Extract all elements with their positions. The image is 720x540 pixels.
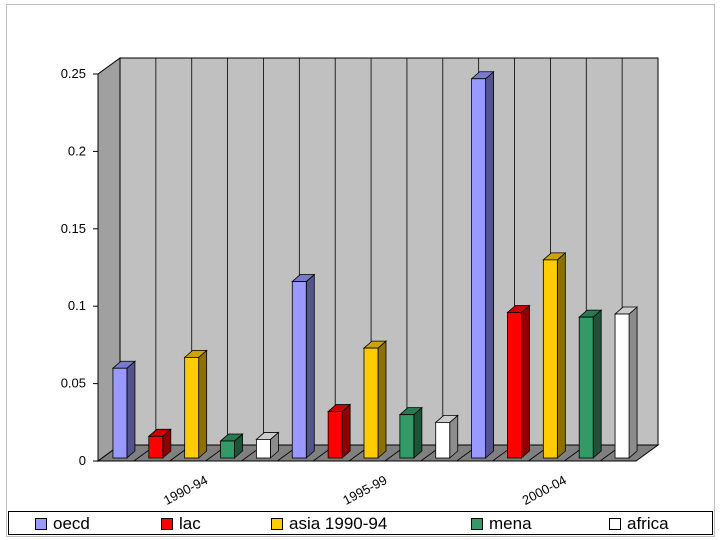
y-tick-label: 0.05 (61, 376, 86, 391)
y-tick-label: 0.25 (61, 66, 86, 81)
x-tick-label: 1990-94 (161, 472, 210, 508)
bar-oecd-2000-04-side (485, 70, 495, 459)
y-tick-label: 0.2 (68, 143, 86, 158)
bar-africa-1995-99 (435, 421, 451, 459)
bar-asia-1990-94-1990-94 (184, 356, 200, 459)
legend-item-asia: asia 1990-94 (271, 514, 388, 533)
bar-asia-1990-94-1990-94-side (198, 349, 208, 459)
legend-item-africa: africa (609, 514, 669, 533)
bar-lac-1990-94 (148, 435, 164, 459)
bar-lac-1995-99-side (341, 403, 351, 459)
legend-label-africa: africa (627, 514, 669, 533)
legend-label-lac: lac (179, 514, 201, 533)
x-tick-label: 1995-99 (340, 472, 389, 508)
bar-mena-2000-04-side (592, 309, 602, 459)
y-tick-label: 0.1 (68, 298, 86, 313)
legend-swatch-lac (161, 518, 173, 530)
bar-oecd-1990-94 (112, 367, 128, 459)
bar-asia-1990-94-1995-99-side (377, 340, 387, 459)
bar-africa-2000-04 (614, 313, 630, 459)
bar-oecd-2000-04 (471, 78, 487, 459)
y-tick-label: 0.15 (61, 221, 86, 236)
bar-mena-1995-99-side (413, 406, 423, 459)
bar-asia-1990-94-2000-04 (542, 259, 558, 459)
chart-frame (6, 4, 715, 537)
bar-africa-1990-94 (255, 439, 271, 459)
bar-oecd-1995-99-side (305, 273, 315, 459)
bar-mena-1995-99 (399, 414, 415, 459)
bar-asia-1990-94-1995-99 (363, 347, 379, 459)
legend-label-oecd: oecd (53, 514, 90, 533)
x-tick-label: 2000-04 (520, 472, 569, 508)
legend-label-asia: asia 1990-94 (289, 514, 388, 533)
legend: oecd lac asia 1990-94 mena africa (8, 511, 713, 535)
bar-mena-2000-04 (578, 316, 594, 459)
y-tick-label: 0 (79, 453, 86, 468)
legend-item-mena: mena (471, 514, 532, 533)
legend-item-lac: lac (161, 514, 201, 533)
bar-africa-2000-04-side (628, 306, 638, 459)
bar-asia-1990-94-2000-04-side (556, 251, 566, 459)
legend-swatch-oecd (35, 518, 47, 530)
legend-label-mena: mena (489, 514, 532, 533)
bar-oecd-1995-99 (291, 281, 307, 459)
legend-swatch-africa (609, 518, 621, 530)
legend-swatch-mena (471, 518, 483, 530)
bar-mena-1990-94 (220, 440, 235, 459)
bar-lac-2000-04 (507, 312, 522, 459)
bar-lac-1995-99 (327, 411, 343, 459)
legend-swatch-asia (271, 518, 283, 530)
legend-item-oecd: oecd (35, 514, 90, 533)
bar-oecd-1990-94-side (126, 360, 136, 459)
bar-lac-2000-04-side (521, 304, 530, 459)
